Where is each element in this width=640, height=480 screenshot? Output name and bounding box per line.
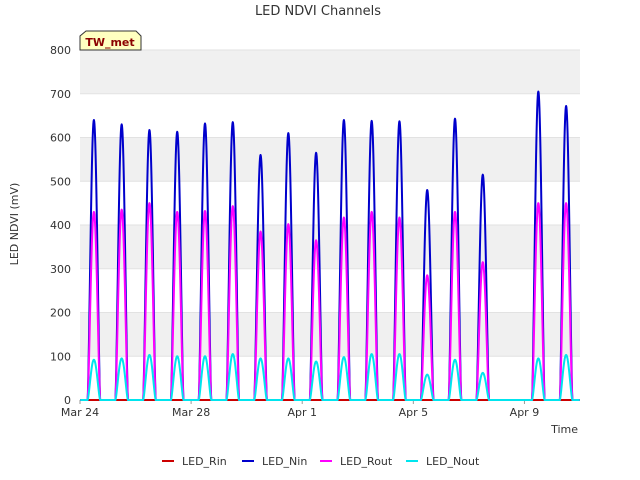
x-tick-label: Mar 28: [172, 406, 210, 419]
y-tick-label: 700: [50, 88, 71, 101]
series-lines: [79, 90, 581, 401]
y-tick-label: 400: [50, 219, 71, 232]
x-tick-label: Apr 9: [510, 406, 540, 419]
grid-band: [80, 93, 580, 138]
grid-band: [80, 137, 580, 182]
legend-item: LED_Rin: [162, 455, 227, 468]
badge-label: TW_met: [85, 36, 134, 49]
y-tick-label: 200: [50, 307, 71, 320]
y-tick-label: 600: [50, 132, 71, 145]
x-tick-label: Apr 5: [399, 406, 429, 419]
y-tick-label: 500: [50, 175, 71, 188]
y-axis-label: LED NDVI (mV): [8, 183, 21, 266]
y-tick-label: 0: [64, 394, 71, 407]
grid-band: [80, 181, 580, 225]
y-tick-label: 100: [50, 350, 71, 363]
legend-label: LED_Rin: [182, 455, 227, 468]
grid-band: [80, 268, 580, 313]
x-tick-label: Mar 24: [61, 406, 99, 419]
y-tick-label: 300: [50, 263, 71, 276]
grid-bands: [80, 49, 580, 401]
legend-item: LED_Nout: [406, 455, 480, 468]
legend-item: LED_Rout: [320, 455, 393, 468]
legend-item: LED_Nin: [242, 455, 307, 468]
legend-label: LED_Rout: [340, 455, 393, 468]
legend: LED_Rin LED_Nin LED_Rout LED_Nout: [162, 455, 480, 468]
y-tick-label: 800: [50, 44, 71, 57]
legend-label: LED_Nin: [262, 455, 307, 468]
x-tick-label: Apr 1: [287, 406, 317, 419]
x-axis-label: Time: [550, 423, 578, 436]
station-badge: TW_met: [79, 30, 142, 51]
series-line-led-nout: [79, 353, 581, 401]
y-axis: 0 100 200 300 400 500 600 700 800: [50, 44, 71, 407]
chart-title: LED NDVI Channels: [255, 4, 381, 19]
x-axis: Mar 24 Mar 28 Apr 1 Apr 5 Apr 9: [61, 399, 580, 419]
grid-band: [80, 312, 580, 357]
grid-band: [80, 225, 580, 269]
grid-band: [80, 50, 580, 94]
badge-shape: [79, 30, 142, 51]
legend-label: LED_Nout: [426, 455, 480, 468]
grid-band: [80, 356, 580, 400]
